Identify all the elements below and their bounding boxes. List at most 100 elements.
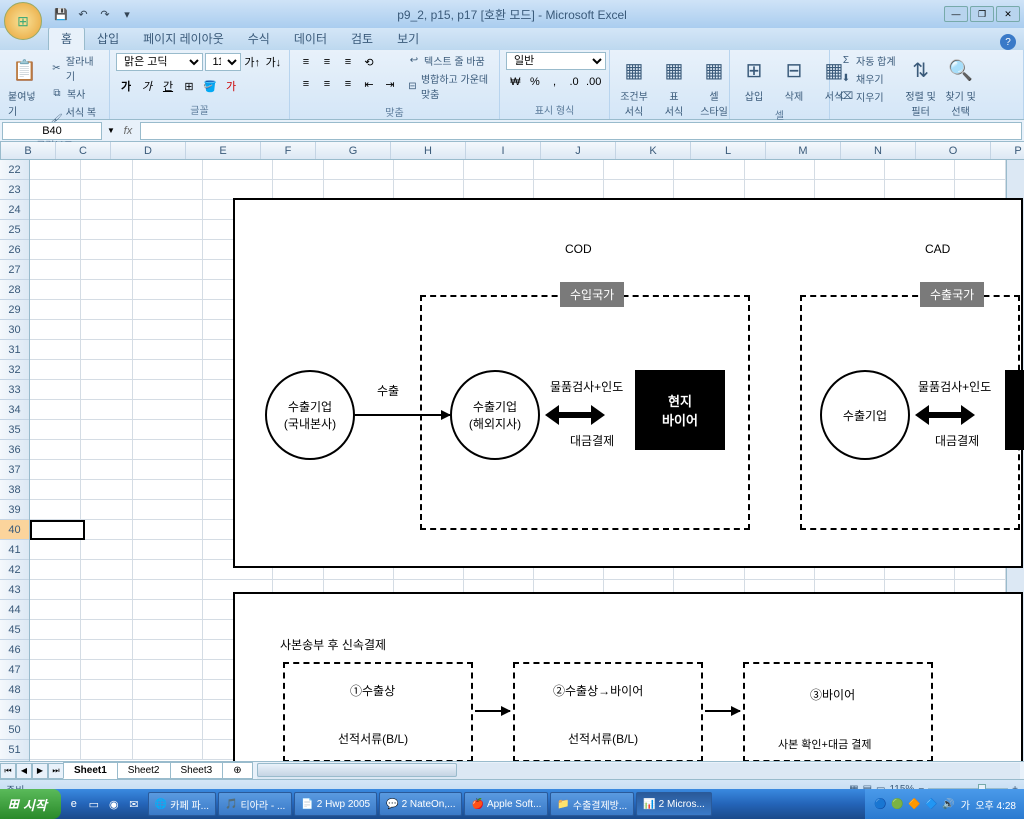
sheet-tab-2[interactable]: Sheet2 (117, 762, 171, 779)
sheet-first-button[interactable]: ⏮ (0, 763, 16, 779)
ql-mail-icon[interactable]: ✉ (125, 795, 143, 813)
paste-button[interactable]: 📋 붙여넣기 (6, 52, 43, 120)
indent-inc-button[interactable]: ⇥ (380, 74, 400, 94)
align-middle-button[interactable]: ≡ (317, 52, 337, 72)
start-button[interactable]: ⊞시작 (0, 789, 61, 819)
orientation-button[interactable]: ⟲ (359, 52, 379, 72)
col-header-F[interactable]: F (261, 142, 316, 159)
clock[interactable]: 오후 4:28 (975, 797, 1016, 812)
qat-more-icon[interactable]: ▾ (118, 5, 136, 23)
underline-button[interactable]: 간 (158, 76, 178, 96)
task-item-5[interactable]: 📁수출결제방... (550, 792, 634, 816)
tray-icon-1[interactable]: 🔵 (873, 797, 887, 811)
name-box[interactable] (2, 122, 102, 140)
row-header-46[interactable]: 46 (0, 640, 29, 660)
row-header-28[interactable]: 28 (0, 280, 29, 300)
minimize-button[interactable]: — (944, 6, 968, 22)
tray-icon-5[interactable]: 🔊 (941, 797, 955, 811)
ql-ie-icon[interactable]: e (65, 795, 83, 813)
autosum-button[interactable]: Σ자동 합계 (836, 52, 899, 69)
col-header-J[interactable]: J (541, 142, 616, 159)
task-item-0[interactable]: 🌐카페 파... (148, 792, 216, 816)
row-header-36[interactable]: 36 (0, 440, 29, 460)
grow-font-button[interactable]: 가↑ (243, 52, 262, 72)
row-header-22[interactable]: 22 (0, 160, 29, 180)
row-header-33[interactable]: 33 (0, 380, 29, 400)
row-header-43[interactable]: 43 (0, 580, 29, 600)
row-header-37[interactable]: 37 (0, 460, 29, 480)
col-header-D[interactable]: D (111, 142, 186, 159)
tab-review[interactable]: 검토 (339, 27, 385, 50)
row-header-29[interactable]: 29 (0, 300, 29, 320)
align-top-button[interactable]: ≡ (296, 52, 316, 72)
row-header-50[interactable]: 50 (0, 720, 29, 740)
copy-button[interactable]: ⧉복사 (47, 85, 103, 102)
comma-button[interactable]: , (545, 72, 564, 92)
percent-button[interactable]: % (526, 72, 545, 92)
row-header-26[interactable]: 26 (0, 240, 29, 260)
inc-decimal-button[interactable]: .0 (565, 72, 584, 92)
row-header-42[interactable]: 42 (0, 560, 29, 580)
row-header-30[interactable]: 30 (0, 320, 29, 340)
row-header-34[interactable]: 34 (0, 400, 29, 420)
task-item-6[interactable]: 📊2 Micros... (636, 792, 712, 816)
ql-desktop-icon[interactable]: ▭ (85, 795, 103, 813)
row-header-27[interactable]: 27 (0, 260, 29, 280)
name-box-dropdown[interactable]: ▼ (104, 126, 118, 135)
tray-lang-icon[interactable]: 가 (958, 797, 972, 811)
sheet-next-button[interactable]: ▶ (32, 763, 48, 779)
task-item-2[interactable]: 📄2 Hwp 2005 (294, 792, 377, 816)
col-header-L[interactable]: L (691, 142, 766, 159)
shrink-font-button[interactable]: 가↓ (264, 52, 283, 72)
row-header-47[interactable]: 47 (0, 660, 29, 680)
tray-icon-2[interactable]: 🟢 (890, 797, 904, 811)
sheet-prev-button[interactable]: ◀ (16, 763, 32, 779)
cut-button[interactable]: ✂잘라내기 (47, 52, 103, 84)
tab-formulas[interactable]: 수식 (236, 27, 282, 50)
sheet-last-button[interactable]: ⏭ (48, 763, 64, 779)
col-header-I[interactable]: I (466, 142, 541, 159)
task-item-4[interactable]: 🍎Apple Soft... (464, 792, 548, 816)
row-header-23[interactable]: 23 (0, 180, 29, 200)
row-header-25[interactable]: 25 (0, 220, 29, 240)
row-header-32[interactable]: 32 (0, 360, 29, 380)
number-format-select[interactable]: 일반 (506, 52, 606, 70)
find-select-button[interactable]: 🔍찾기 및 선택 (943, 52, 979, 120)
tab-data[interactable]: 데이터 (282, 27, 339, 50)
sheet-tab-3[interactable]: Sheet3 (170, 762, 224, 779)
fill-button[interactable]: ⬇채우기 (836, 70, 899, 87)
row-header-41[interactable]: 41 (0, 540, 29, 560)
horizontal-scrollbar[interactable] (257, 763, 1020, 779)
row-header-49[interactable]: 49 (0, 700, 29, 720)
font-color-button[interactable]: 가 (221, 76, 241, 96)
col-header-O[interactable]: O (916, 142, 991, 159)
tray-icon-4[interactable]: 🔷 (924, 797, 938, 811)
font-family-select[interactable]: 맑은 고딕 (116, 53, 203, 71)
sheet-tab-1[interactable]: Sheet1 (63, 762, 118, 779)
align-right-button[interactable]: ≡ (338, 74, 358, 94)
indent-dec-button[interactable]: ⇤ (359, 74, 379, 94)
hscroll-thumb[interactable] (257, 763, 457, 777)
col-header-K[interactable]: K (616, 142, 691, 159)
task-item-3[interactable]: 💬2 NateOn,... (379, 792, 462, 816)
ql-app-icon[interactable]: ◉ (105, 795, 123, 813)
delete-cells-button[interactable]: ⊟삭제 (776, 52, 812, 105)
table-format-button[interactable]: ▦표 서식 (656, 52, 692, 120)
row-header-48[interactable]: 48 (0, 680, 29, 700)
italic-button[interactable]: 가 (137, 76, 157, 96)
col-header-H[interactable]: H (391, 142, 466, 159)
restore-button[interactable]: ❐ (970, 6, 994, 22)
row-header-44[interactable]: 44 (0, 600, 29, 620)
cells-area[interactable]: COD CAD 수입국가 수출국가 수출기업 (국내본사) 수출 수출 (30, 160, 1006, 761)
col-header-B[interactable]: B (1, 142, 56, 159)
wrap-text-button[interactable]: ↩텍스트 줄 바꿈 (404, 52, 493, 69)
border-button[interactable]: ⊞ (179, 76, 199, 96)
tray-icon-3[interactable]: 🔶 (907, 797, 921, 811)
row-header-51[interactable]: 51 (0, 740, 29, 760)
tab-view[interactable]: 보기 (385, 27, 431, 50)
dec-decimal-button[interactable]: .00 (584, 72, 603, 92)
row-header-45[interactable]: 45 (0, 620, 29, 640)
bold-button[interactable]: 가 (116, 76, 136, 96)
col-header-N[interactable]: N (841, 142, 916, 159)
save-icon[interactable]: 💾 (52, 5, 70, 23)
